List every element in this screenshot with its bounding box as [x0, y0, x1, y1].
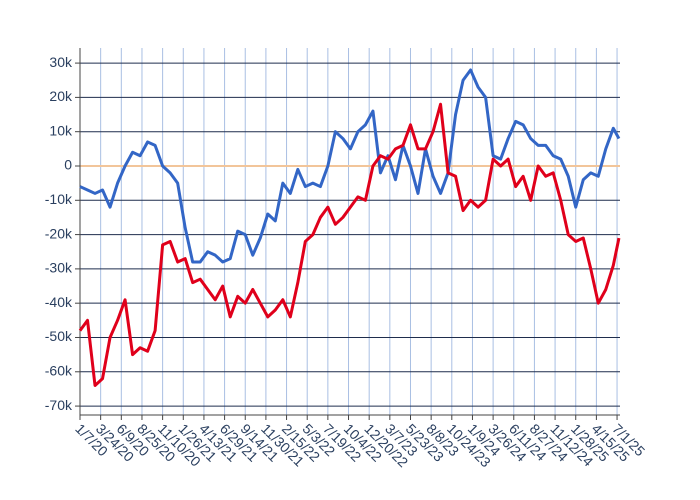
y-tick-label: -60k — [45, 362, 73, 378]
y-tick-label: -50k — [45, 328, 73, 344]
y-tick-label: -40k — [45, 294, 73, 310]
y-tick-label: -70k — [45, 397, 73, 413]
y-tick-label: -20k — [45, 225, 73, 241]
y-tick-label: 30k — [49, 54, 73, 70]
y-tick-label: 0 — [64, 157, 72, 173]
y-tick-label: 10k — [49, 122, 73, 138]
y-tick-label: 20k — [49, 88, 73, 104]
series-line — [79, 68, 621, 264]
series-line — [78, 102, 621, 387]
y-tick-label: -10k — [45, 191, 73, 207]
y-tick-label: -30k — [45, 260, 73, 276]
